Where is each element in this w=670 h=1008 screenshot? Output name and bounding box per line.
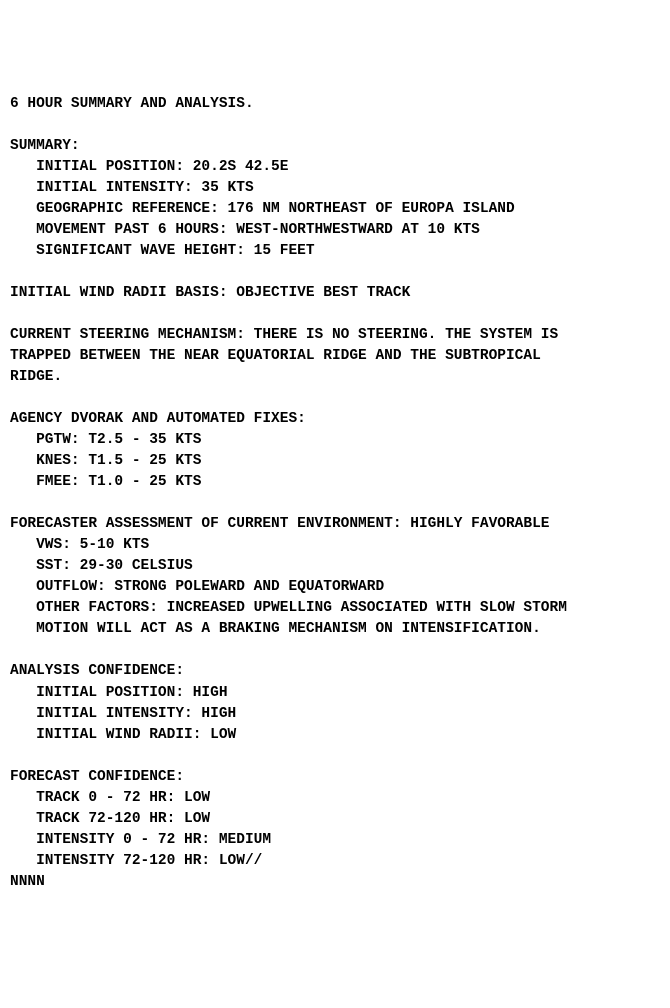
env-heading: FORECASTER ASSESSMENT OF CURRENT ENVIRON… <box>10 516 550 532</box>
env-sst: SST: 29-30 CELSIUS <box>10 558 193 574</box>
initial-position: INITIAL POSITION: 20.2S 42.5E <box>10 159 288 175</box>
fixes-heading: AGENCY DVORAK AND AUTOMATED FIXES: <box>10 411 306 427</box>
footer: NNNN <box>10 874 45 890</box>
bulletin: 6 HOUR SUMMARY AND ANALYSIS. SUMMARY: IN… <box>10 94 660 893</box>
title: 6 HOUR SUMMARY AND ANALYSIS. <box>10 96 254 112</box>
forecast-t1: TRACK 0 - 72 HR: LOW <box>10 790 210 806</box>
geo-ref: GEOGRAPHIC REFERENCE: 176 NM NORTHEAST O… <box>10 201 515 217</box>
summary-heading: SUMMARY: <box>10 138 80 154</box>
analysis-heading: ANALYSIS CONFIDENCE: <box>10 663 184 679</box>
initial-intensity: INITIAL INTENSITY: 35 KTS <box>10 180 254 196</box>
movement: MOVEMENT PAST 6 HOURS: WEST-NORTHWESTWAR… <box>10 222 480 238</box>
fix-knes: KNES: T1.5 - 25 KTS <box>10 453 201 469</box>
fix-fmee: FMEE: T1.0 - 25 KTS <box>10 474 201 490</box>
steering-l3: RIDGE. <box>10 369 62 385</box>
forecast-t2: TRACK 72-120 HR: LOW <box>10 811 210 827</box>
analysis-int: INITIAL INTENSITY: HIGH <box>10 706 236 722</box>
forecast-heading: FORECAST CONFIDENCE: <box>10 769 184 785</box>
analysis-pos: INITIAL POSITION: HIGH <box>10 685 228 701</box>
env-outflow: OUTFLOW: STRONG POLEWARD AND EQUATORWARD <box>10 579 384 595</box>
fix-pgtw: PGTW: T2.5 - 35 KTS <box>10 432 201 448</box>
env-other2: MOTION WILL ACT AS A BRAKING MECHANISM O… <box>10 621 541 637</box>
forecast-i2: INTENSITY 72-120 HR: LOW// <box>10 853 262 869</box>
env-other1: OTHER FACTORS: INCREASED UPWELLING ASSOC… <box>10 600 567 616</box>
env-vws: VWS: 5-10 KTS <box>10 537 149 553</box>
forecast-i1: INTENSITY 0 - 72 HR: MEDIUM <box>10 832 271 848</box>
analysis-radii: INITIAL WIND RADII: LOW <box>10 727 236 743</box>
swh: SIGNIFICANT WAVE HEIGHT: 15 FEET <box>10 243 315 259</box>
steering-l2: TRAPPED BETWEEN THE NEAR EQUATORIAL RIDG… <box>10 348 541 364</box>
steering-l1: CURRENT STEERING MECHANISM: THERE IS NO … <box>10 327 558 343</box>
wind-radii-basis: INITIAL WIND RADII BASIS: OBJECTIVE BEST… <box>10 285 410 301</box>
